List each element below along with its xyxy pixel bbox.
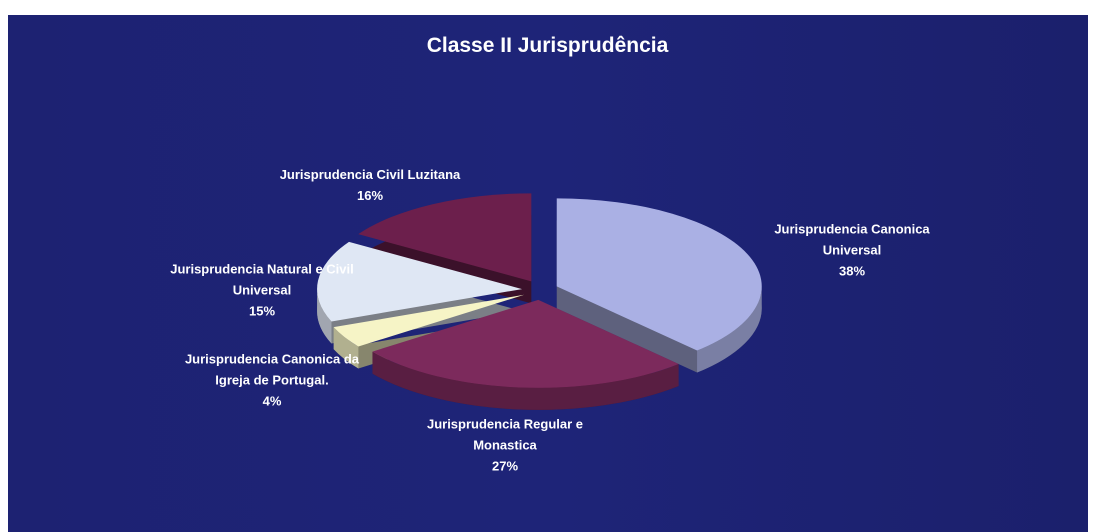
value-label: 27%	[491, 458, 519, 474]
slice-top	[317, 241, 523, 322]
value-label: 4%	[262, 393, 282, 409]
slice	[372, 299, 679, 410]
category-label: Jurisprudencia Canonica Universal	[774, 221, 930, 258]
chart-title: Classe II Jurisprudência	[426, 34, 669, 57]
data-label: Jurisprudencia Civil Luzitana 16%	[270, 164, 470, 206]
slice-side	[372, 351, 679, 410]
slice-side	[697, 286, 762, 373]
category-label: Jurisprudencia Civil Luzitana	[279, 167, 461, 182]
data-label: Jurisprudencia Canonica Universal 38%	[745, 219, 960, 282]
value-label: 16%	[356, 188, 384, 203]
data-label: Jurisprudencia Natural e Civil Universal…	[162, 259, 362, 322]
value-label: 38%	[838, 263, 866, 279]
slice-top	[333, 294, 525, 347]
category-label: Jurisprudencia Regular e Monastica	[426, 416, 584, 453]
category-label: Jurisprudencia Canonica da Igreja de Por…	[184, 351, 360, 388]
slice-side	[317, 289, 332, 344]
value-label: 15%	[248, 303, 276, 319]
slice-top	[372, 299, 679, 388]
data-label: Jurisprudencia Regular e Monastica 27%	[405, 414, 605, 477]
slice	[556, 198, 762, 373]
chart-area	[8, 15, 1088, 532]
slice-top	[358, 193, 532, 282]
category-label: Jurisprudencia Natural e Civil Universal	[170, 261, 354, 298]
slice-top	[556, 198, 762, 351]
slice-side	[333, 327, 359, 369]
data-label: Jurisprudencia Canonica da Igreja de Por…	[172, 349, 372, 412]
